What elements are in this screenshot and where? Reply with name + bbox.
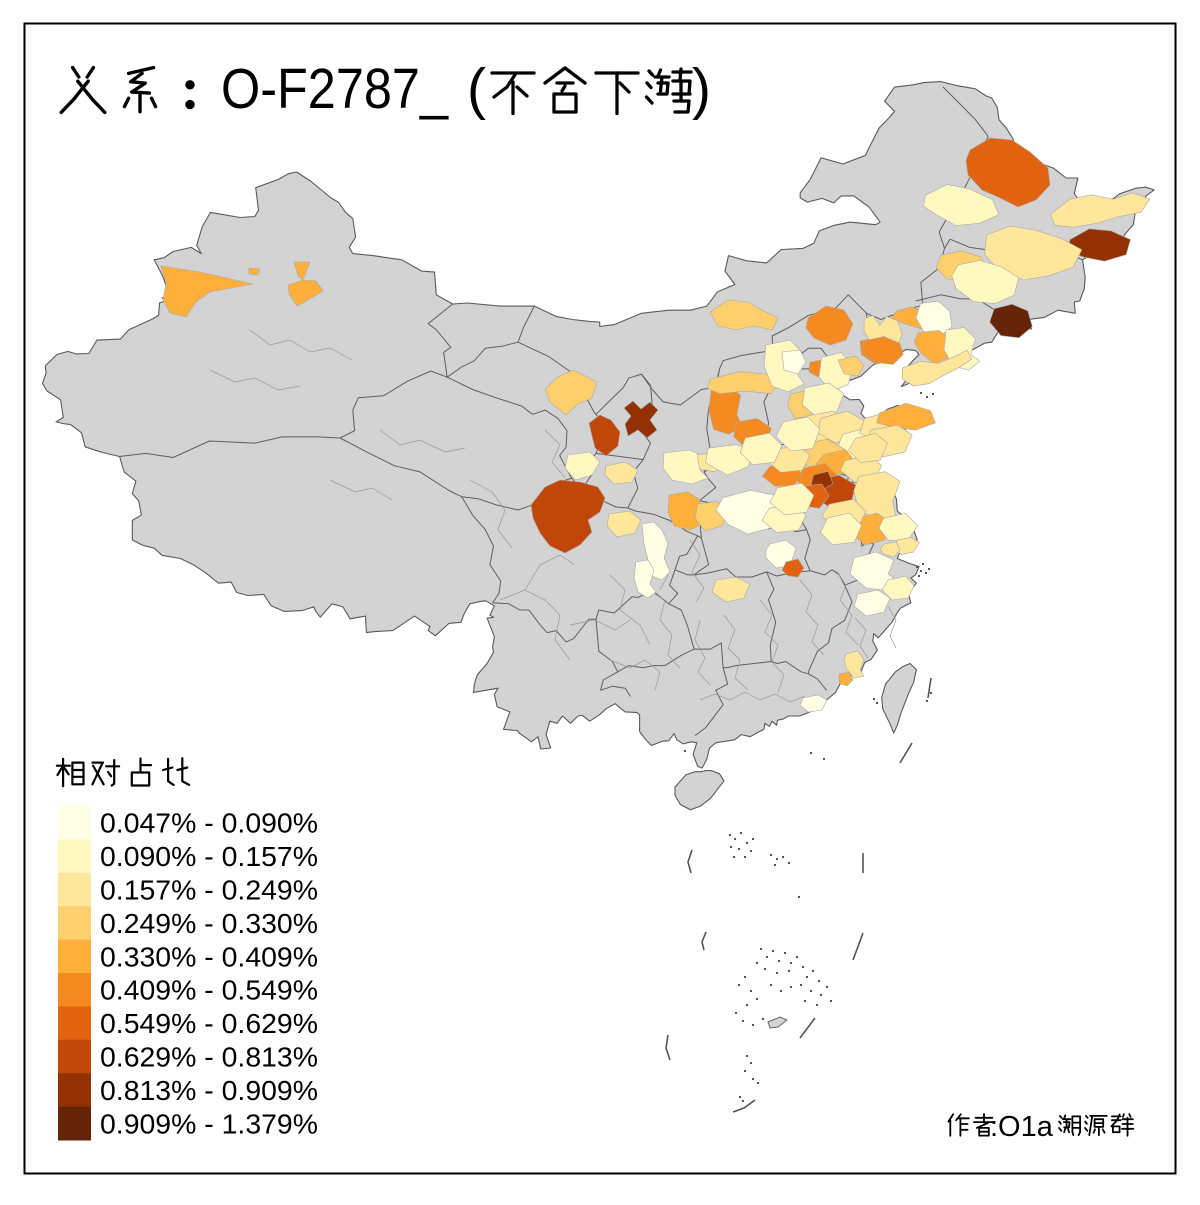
svg-text:0.047% - 0.090%: 0.047% - 0.090% [100, 808, 318, 839]
svg-text:(: ( [467, 57, 486, 121]
svg-text:0.090% - 0.157%: 0.090% - 0.157% [100, 841, 318, 872]
svg-text:0.330% - 0.409%: 0.330% - 0.409% [100, 941, 318, 972]
svg-text:0.813% - 0.909%: 0.813% - 0.909% [100, 1075, 318, 1106]
svg-text:0.909% - 1.379%: 0.909% - 1.379% [100, 1108, 318, 1139]
svg-text:0.249% - 0.330%: 0.249% - 0.330% [100, 908, 318, 939]
svg-text:0.409% - 0.549%: 0.409% - 0.549% [100, 975, 318, 1006]
svg-text:O-F2787_: O-F2787_ [221, 57, 449, 121]
svg-text:): ) [692, 57, 711, 121]
svg-text:0.549% - 0.629%: 0.549% - 0.629% [100, 1008, 318, 1039]
svg-text:0.629% - 0.813%: 0.629% - 0.813% [100, 1042, 318, 1073]
svg-text::O1a: :O1a [990, 1111, 1054, 1143]
svg-text:0.157% - 0.249%: 0.157% - 0.249% [100, 875, 318, 906]
